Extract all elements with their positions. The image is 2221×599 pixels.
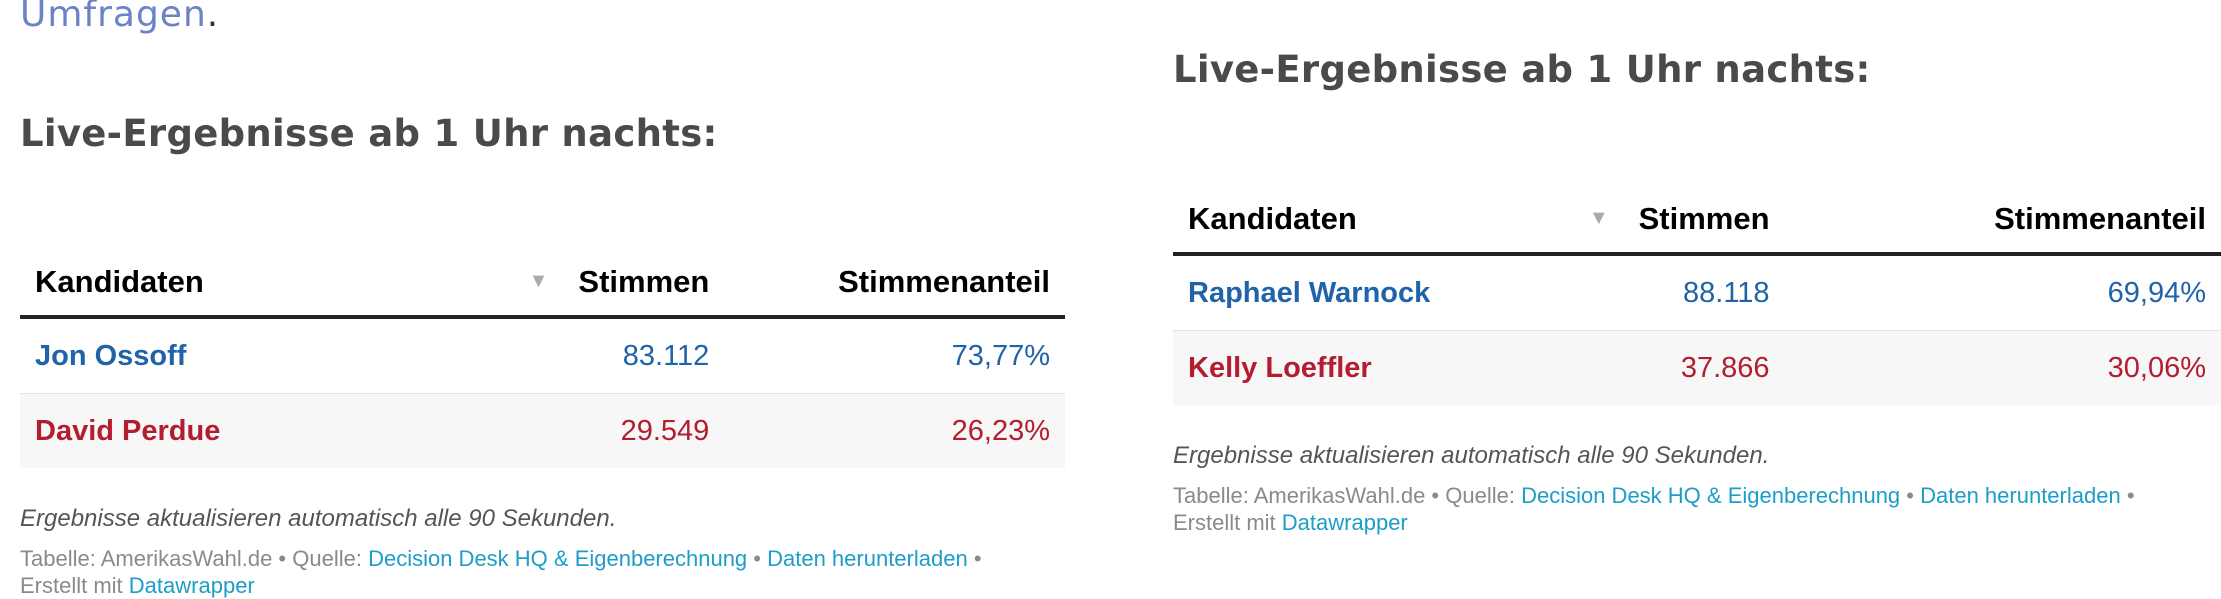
table-header-row: Kandidaten ▼ Stimmen Stimmenanteil [20,248,1065,319]
column-header-stimmen[interactable]: Stimmen [563,248,725,319]
table-row: Kelly Loeffler 37.866 30,06% [1173,330,2221,405]
footer-separator: • [2120,483,2135,508]
update-note: Ergebnisse aktualisieren automatisch all… [20,505,617,532]
datawrapper-link[interactable]: Datawrapper [1281,510,1408,535]
candidate-share: 69,94% [1784,254,2221,331]
footer-created-label: Erstellt mit [20,573,129,598]
header-label: Kandidaten [1188,200,1357,236]
footer-separator: • [1900,483,1921,508]
candidate-share: 26,23% [724,393,1065,468]
candidate-name: Jon Ossoff [20,317,564,394]
footer-source-label: Quelle: [292,546,369,571]
datawrapper-link[interactable]: Datawrapper [128,573,255,598]
table-row: Jon Ossoff 83.112 73,77% [20,317,1065,394]
footer-table-label: Tabelle: AmerikasWahl.de [20,546,273,571]
sort-down-icon[interactable]: ▼ [1588,206,1609,229]
results-table-left: Kandidaten ▼ Stimmen Stimmenanteil Jon O… [20,248,1065,468]
candidate-name: Kelly Loeffler [1173,330,1624,405]
column-header-stimmenanteil[interactable]: Stimmenanteil [1784,185,2221,256]
candidate-name: David Perdue [20,393,564,468]
candidate-share: 30,06% [1784,330,2221,405]
results-heading-right: Live-Ergebnisse ab 1 Uhr nachts: [1173,48,1871,91]
download-data-link[interactable]: Daten herunterladen [767,546,968,571]
header-label: Kandidaten [35,263,204,299]
table-row: Raphael Warnock 88.118 69,94% [1173,254,2221,331]
footer-created-label: Erstellt mit [1173,510,1282,535]
column-header-kandidaten[interactable]: Kandidaten ▼ [20,248,564,319]
table-footer: Tabelle: AmerikasWahl.de • Quelle: Decis… [1173,482,2218,536]
candidate-votes: 29.549 [563,393,725,468]
source-link[interactable]: Decision Desk HQ & Eigenberechnung [1521,483,1901,508]
results-heading-left: Live-Ergebnisse ab 1 Uhr nachts: [20,112,718,155]
footer-table-label: Tabelle: AmerikasWahl.de [1173,483,1426,508]
umfragen-link[interactable]: Umfragen. [20,0,219,35]
candidate-votes: 88.118 [1623,254,1785,331]
table-footer: Tabelle: AmerikasWahl.de • Quelle: Decis… [20,545,1065,599]
candidate-votes: 83.112 [563,317,725,394]
column-header-stimmenanteil[interactable]: Stimmenanteil [724,248,1065,319]
footer-source-label: Quelle: [1445,483,1522,508]
column-header-kandidaten[interactable]: Kandidaten ▼ [1173,185,1624,256]
candidate-share: 73,77% [724,317,1065,394]
source-link[interactable]: Decision Desk HQ & Eigenberechnung [368,546,748,571]
footer-separator: • [1425,483,1446,508]
table-row: David Perdue 29.549 26,23% [20,393,1065,468]
update-note: Ergebnisse aktualisieren automatisch all… [1173,442,1770,469]
footer-separator: • [747,546,768,571]
table-header-row: Kandidaten ▼ Stimmen Stimmenanteil [1173,185,2221,256]
column-header-stimmen[interactable]: Stimmen [1623,185,1785,256]
umfragen-link-label[interactable]: Umfragen [20,0,207,35]
footer-separator: • [272,546,293,571]
sort-down-icon[interactable]: ▼ [528,269,549,292]
candidate-name: Raphael Warnock [1173,254,1624,331]
candidate-votes: 37.866 [1623,330,1785,405]
footer-separator: • [967,546,982,571]
results-table-right: Kandidaten ▼ Stimmen Stimmenanteil Rapha… [1173,185,2221,405]
intro-period: . [206,0,220,35]
download-data-link[interactable]: Daten herunterladen [1920,483,2121,508]
